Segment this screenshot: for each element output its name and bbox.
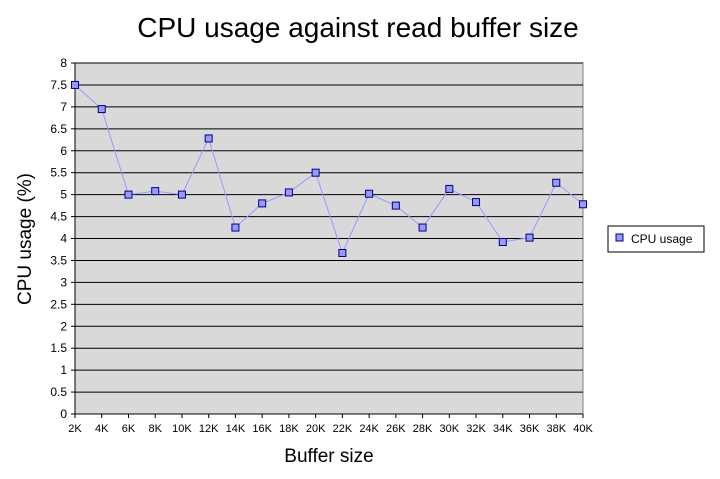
x-tick-label: 24K (359, 423, 379, 435)
y-tick-label: 5 (60, 188, 67, 202)
y-tick-label: 1 (60, 363, 67, 377)
chart-title: CPU usage against read buffer size (137, 12, 579, 43)
data-point (579, 200, 587, 209)
x-tick-label: 36K (520, 423, 540, 435)
y-tick-label: 6 (60, 144, 67, 158)
data-point (97, 105, 106, 114)
y-axis-ticks: 0 0.5 1 1.5 2 2.5 3 3.5 4 4.5 5 5.5 6 6.5 7 7.5 8 (50, 56, 75, 421)
data-point (311, 168, 320, 177)
y-tick-label: 6.5 (50, 122, 67, 136)
legend-box (607, 225, 705, 253)
y-tick-label: 7.5 (50, 78, 67, 92)
legend-label-cpu-usage: CPU usage (631, 232, 693, 246)
data-point (151, 187, 160, 196)
x-tick-label: 6K (122, 423, 136, 435)
x-tick-label: 18K (279, 423, 299, 435)
x-tick-label: 26K (386, 423, 406, 435)
y-tick-label: 8 (60, 56, 67, 70)
x-axis-title: Buffer size (284, 446, 373, 467)
x-tick-label: 14K (226, 423, 246, 435)
data-point (391, 201, 400, 210)
data-point (498, 238, 507, 247)
y-tick-label: 2.5 (50, 297, 67, 311)
data-point (338, 248, 347, 257)
x-tick-label: 8K (148, 423, 162, 435)
y-axis-title: CPU usage (%) (15, 173, 36, 305)
data-point (231, 223, 240, 232)
x-tick-label: 4K (95, 423, 109, 435)
series-cpu-usage (71, 80, 587, 257)
data-point (552, 178, 561, 187)
y-tick-label: 7 (60, 100, 67, 114)
x-tick-label: 28K (413, 423, 433, 435)
x-tick-label: 16K (252, 423, 272, 435)
data-point (418, 223, 427, 232)
y-tick-label: 0.5 (50, 385, 67, 399)
x-tick-label: 2K (68, 423, 82, 435)
data-point (124, 190, 133, 199)
legend-marker (615, 233, 624, 242)
data-point (365, 189, 374, 198)
data-point (71, 80, 79, 89)
data-point (258, 199, 267, 208)
x-tick-label: 20K (306, 423, 326, 435)
data-point (472, 198, 481, 207)
series-line (74, 84, 584, 255)
data-point (204, 134, 213, 143)
y-tick-label: 3 (60, 275, 67, 289)
x-tick-label: 22K (333, 423, 353, 435)
legend: CPU usage (607, 225, 705, 253)
y-tick-label: 4 (60, 232, 67, 246)
x-tick-label: 12K (199, 423, 219, 435)
y-tick-label: 5.5 (50, 166, 67, 180)
x-axis-ticks: 2K 4K 6K 8K 10K 12K 14K 16K 18K 20K 22K 24K 26K 28K 30… (68, 414, 593, 435)
data-point (445, 184, 454, 193)
x-tick-label: 34K (493, 423, 513, 435)
x-tick-label: 30K (440, 423, 460, 435)
x-tick-label: 10K (172, 423, 192, 435)
y-tick-label: 1.5 (50, 341, 67, 355)
y-tick-label: 4.5 (50, 210, 67, 224)
x-tick-label: 38K (546, 423, 566, 435)
data-point (284, 188, 293, 197)
x-tick-label: 32K (466, 423, 486, 435)
data-point (177, 190, 186, 199)
y-tick-label: 3.5 (50, 253, 67, 267)
y-tick-label: 0 (60, 407, 67, 421)
x-tick-label: 40K (573, 423, 593, 435)
data-point (525, 233, 534, 242)
y-tick-label: 2 (60, 319, 67, 333)
